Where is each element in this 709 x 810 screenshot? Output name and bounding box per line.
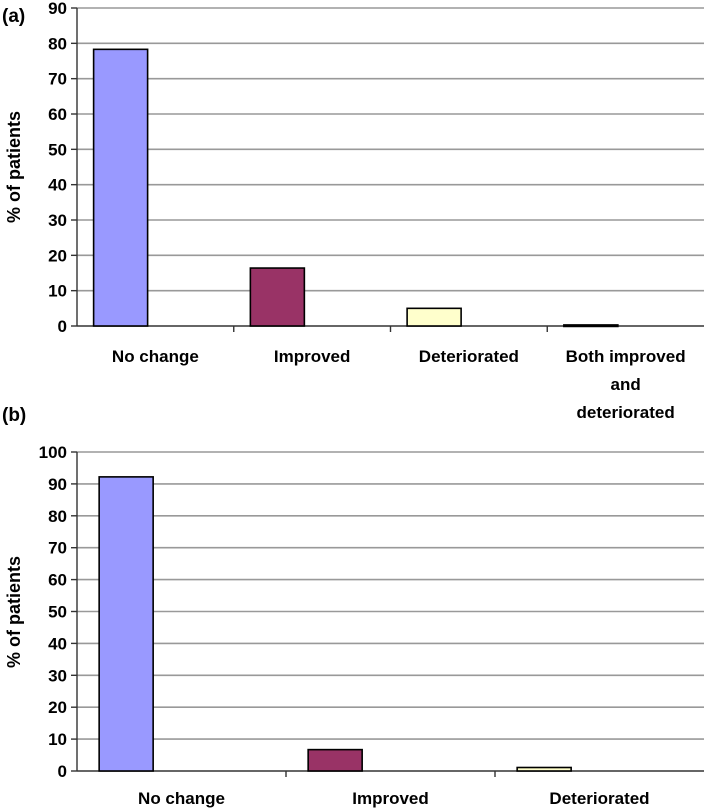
category-label: and xyxy=(611,375,641,394)
bar xyxy=(406,307,462,327)
category-label: Improved xyxy=(274,347,351,366)
y-tick-label: 10 xyxy=(48,730,67,749)
y-tick-label: 30 xyxy=(48,211,67,230)
chart-a: (a) 0 10 20 30 40 50 60 70 80 90 % of patients No ch… xyxy=(2,0,704,422)
y-tick-label: 100 xyxy=(39,443,67,462)
category-label: Both improved xyxy=(566,347,686,366)
bar xyxy=(92,48,149,327)
category-label: Deteriorated xyxy=(549,789,649,808)
bar xyxy=(98,476,154,772)
y-tick-label: 30 xyxy=(48,666,67,685)
chart-b: (b) 0 10 20 30 40 50 60 70 80 90 100 % of patients No… xyxy=(2,405,704,808)
bar xyxy=(563,324,619,328)
category-label: No change xyxy=(138,789,225,808)
y-tick-label: 0 xyxy=(58,317,67,336)
category-label: No change xyxy=(112,347,199,366)
y-tick-label: 60 xyxy=(48,105,67,124)
y-tick-label: 80 xyxy=(48,507,67,526)
y-tick-label: 40 xyxy=(48,634,67,653)
y-tick-label: 20 xyxy=(48,246,67,265)
y-tick-label: 50 xyxy=(48,140,67,159)
y-tick-label: 50 xyxy=(48,603,67,622)
panel-label: (b) xyxy=(2,405,26,426)
category-label: deteriorated xyxy=(577,403,675,422)
bar xyxy=(516,766,572,772)
y-axis-title: % of patients xyxy=(4,556,24,668)
y-tick-label: 70 xyxy=(48,539,67,558)
y-axis-title: % of patients xyxy=(4,111,24,223)
y-tick-label: 10 xyxy=(48,282,67,301)
y-tick-label: 90 xyxy=(48,0,67,18)
y-tick-label: 90 xyxy=(48,475,67,494)
y-tick-label: 60 xyxy=(48,571,67,590)
y-tick-label: 20 xyxy=(48,698,67,717)
category-label: Deteriorated xyxy=(419,347,519,366)
y-tick-label: 70 xyxy=(48,70,67,89)
panel-label: (a) xyxy=(2,6,25,27)
bar xyxy=(249,267,306,327)
y-tick-label: 80 xyxy=(48,34,67,53)
category-label: Improved xyxy=(352,789,429,808)
y-tick-label: 40 xyxy=(48,176,67,195)
bar xyxy=(307,748,363,772)
y-tick-label: 0 xyxy=(58,762,67,781)
